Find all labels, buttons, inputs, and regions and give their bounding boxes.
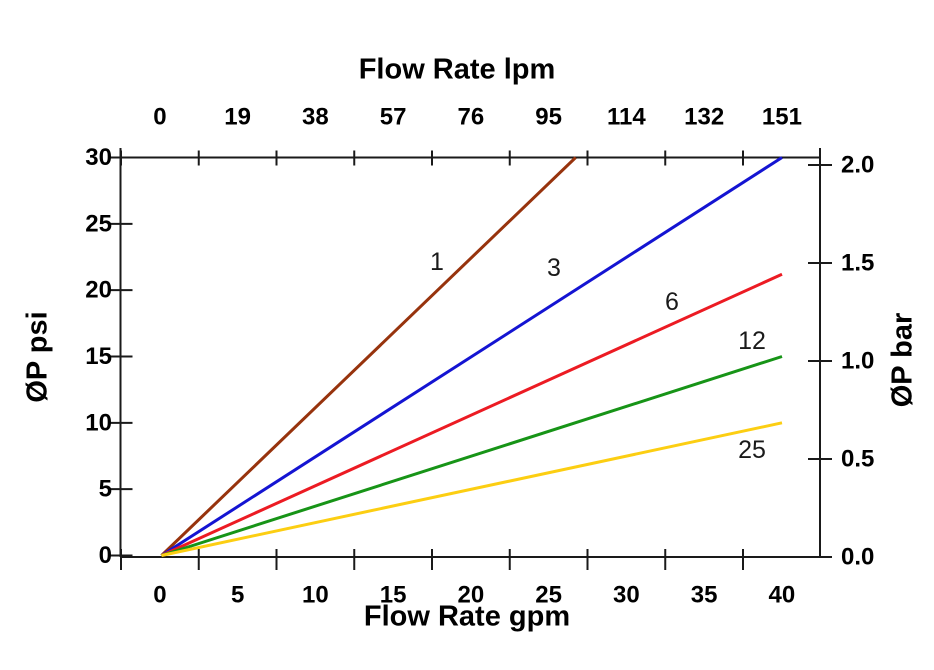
top-axis-tick-label: 132 [684,104,724,131]
series-line-6 [160,272,783,557]
right-axis-tick-label: 0.0 [841,544,874,571]
bottom-axis-tick-label: 20 [458,582,485,609]
left-axis-tick-label: 15 [85,343,112,370]
left-axis-tick-label: 25 [85,210,112,237]
top-axis-title: Flow Rate lpm [358,53,556,86]
left-axis-title: ØP psi [21,311,54,403]
top-axis-tick-label: 76 [458,104,485,131]
top-axis-tick-label: 38 [302,104,329,131]
top-axis-tick-label: 57 [380,104,407,131]
bottom-axis-title: Flow Rate gpm [363,600,571,633]
top-axis-tick-label: 151 [762,104,802,131]
series-label-6: 6 [665,288,679,316]
right-axis-tick-label: 1.0 [841,348,874,375]
series-line-1 [160,156,577,557]
series-label-12: 12 [738,327,766,355]
bottom-axis-tick-label: 40 [769,582,796,609]
top-axis-tick-label: 95 [535,104,562,131]
bottom-axis-tick-label: 15 [380,582,407,609]
bottom-axis-tick-label: 10 [302,582,329,609]
right-axis-tick-label: 2.0 [841,152,874,179]
series-line-12 [161,355,783,557]
bottom-axis-tick-label: 5 [231,582,244,609]
series-line-25 [161,421,783,557]
left-axis-tick-label: 20 [85,277,112,304]
right-axis-title: ØP bar [886,312,919,408]
series-label-25: 25 [738,436,766,464]
left-axis-tick-label: 10 [85,409,112,436]
bottom-axis-tick-label: 25 [535,582,562,609]
series-line-3 [160,156,783,557]
right-axis-tick-label: 0.5 [841,446,874,473]
top-axis-tick-label: 0 [153,104,166,131]
series-label-1: 1 [430,248,444,276]
left-axis-tick-label: 5 [99,476,112,503]
bottom-axis-tick-label: 0 [153,582,166,609]
bottom-axis-tick-label: 30 [613,582,640,609]
right-axis-tick-label: 1.5 [841,250,874,277]
series-label-3: 3 [547,254,561,282]
left-axis-tick-label: 30 [85,144,112,171]
bottom-axis-tick-label: 35 [691,582,718,609]
left-axis-tick-label: 0 [99,542,112,569]
top-axis-tick-label: 19 [224,104,251,131]
top-axis-tick-label: 114 [607,104,646,131]
